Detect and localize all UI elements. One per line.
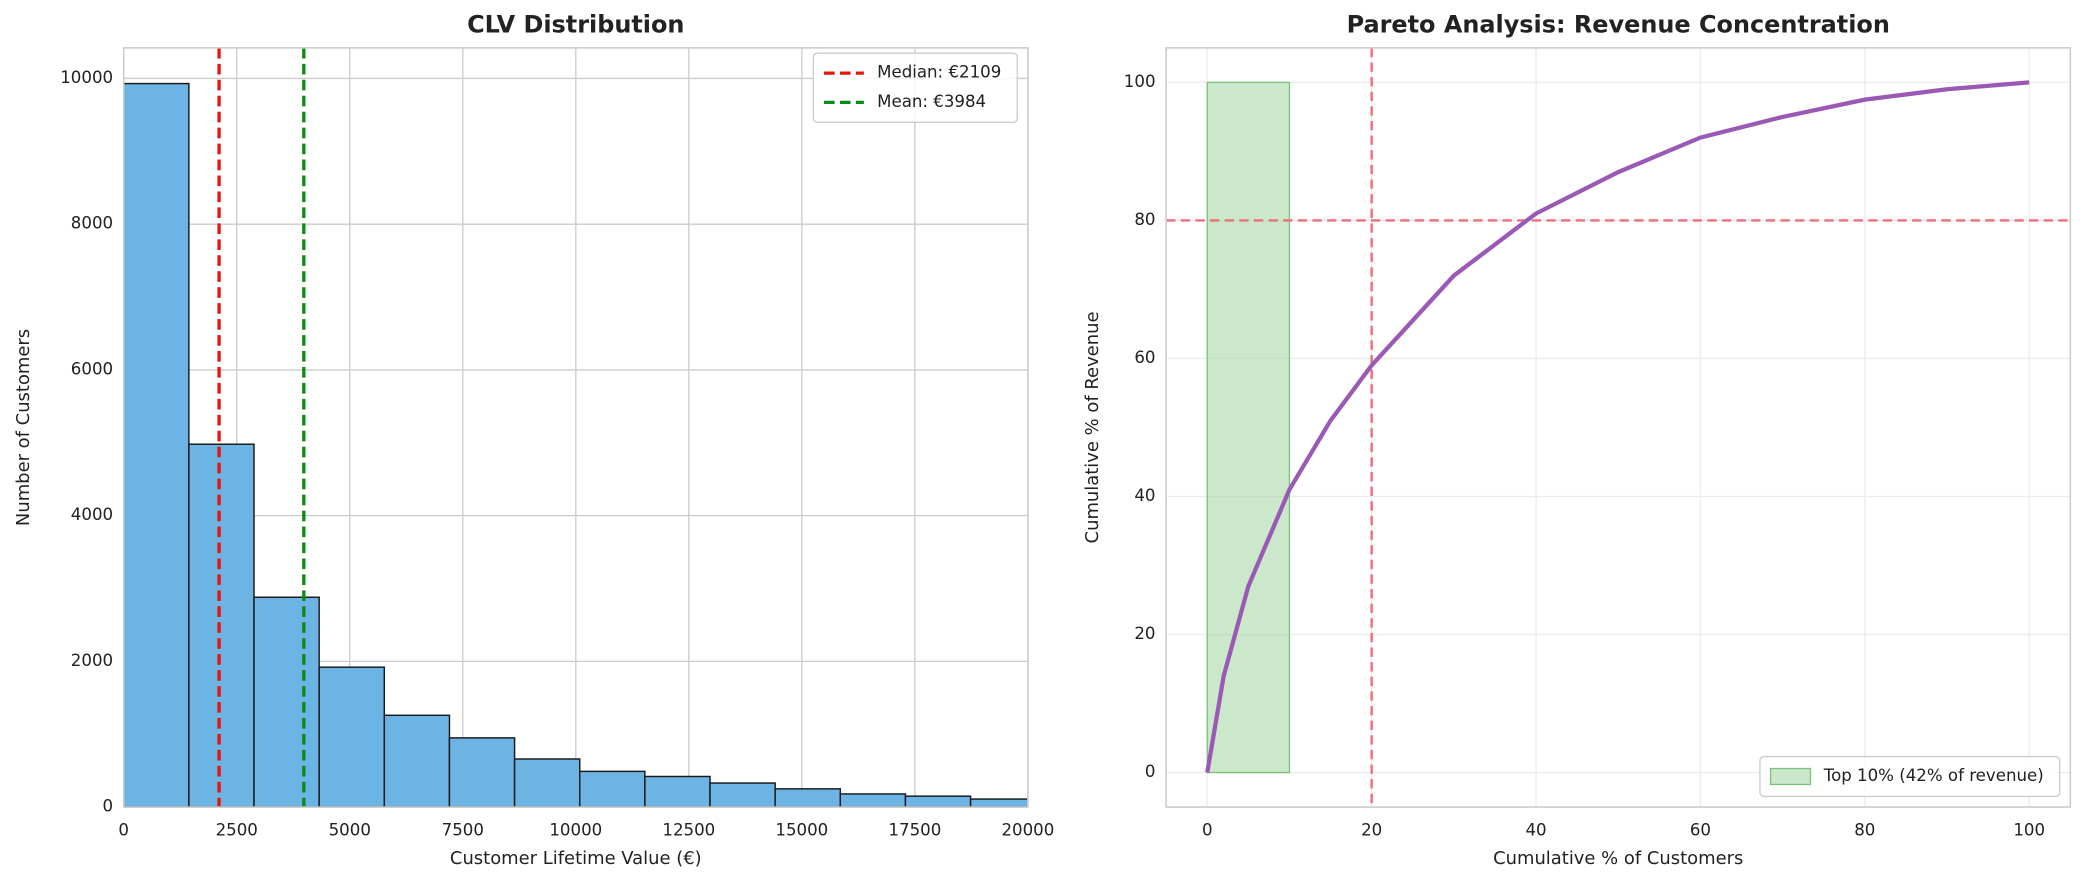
legend: Top 10% (42% of revenue) <box>1759 755 2061 798</box>
histogram-bar <box>774 788 842 808</box>
histogram-bar <box>448 737 516 808</box>
histogram-bar <box>709 782 776 808</box>
y-tick-label: 8000 <box>71 214 113 233</box>
y-tick-label: 60 <box>1134 348 1155 367</box>
histogram-bar <box>188 443 255 808</box>
y-tick-label: 6000 <box>71 359 113 378</box>
plot-content <box>1166 47 2071 808</box>
legend: Median: €2109 Mean: €3984 <box>812 52 1018 123</box>
x-tick-label: 0 <box>1202 821 1213 840</box>
histogram-bar <box>839 793 907 808</box>
legend-box <box>812 52 1018 123</box>
histogram-bar <box>123 82 190 808</box>
y-tick-label: 80 <box>1134 210 1155 229</box>
x-tick-label: 60 <box>1690 821 1711 840</box>
x-axis-label: Cumulative % of Customers <box>1493 848 1743 869</box>
x-tick-label: 2500 <box>216 821 258 840</box>
highlight-span <box>1206 81 1291 774</box>
plot-content <box>123 47 1028 808</box>
x-tick-label: 15000 <box>775 821 828 840</box>
y-tick-label: 0 <box>1145 762 1156 781</box>
x-tick-label: 0 <box>118 821 129 840</box>
axes-frame <box>1165 47 2072 808</box>
x-tick-label: 12500 <box>662 821 715 840</box>
x-tick-label: 10000 <box>549 821 602 840</box>
x-tick-label: 80 <box>1854 821 1875 840</box>
plot-area <box>1166 47 2071 808</box>
histogram-bar <box>904 795 972 808</box>
chart-title: CLV Distribution <box>467 10 684 38</box>
y-axis-label: Number of Customers <box>13 329 34 526</box>
y-tick-label: 10000 <box>60 68 113 87</box>
x-tick-label: 20 <box>1361 821 1382 840</box>
x-tick-label: 40 <box>1525 821 1546 840</box>
y-tick-label: 100 <box>1124 72 1156 91</box>
y-axis-label: Cumulative % of Revenue <box>1082 312 1103 544</box>
x-tick-label: 7500 <box>442 821 484 840</box>
chart-title: Pareto Analysis: Revenue Concentration <box>1347 10 1890 38</box>
pareto-curve <box>1205 80 2030 773</box>
x-tick-label: 20000 <box>1001 821 1054 840</box>
legend-swatch <box>1769 767 1812 786</box>
y-tick-label: 40 <box>1134 486 1155 505</box>
histogram-bar <box>579 770 646 808</box>
histogram-bar <box>513 758 581 808</box>
histogram-bar <box>253 596 320 808</box>
x-tick-label: 17500 <box>888 821 941 840</box>
x-tick-label: 5000 <box>329 821 371 840</box>
legend-label: Top 10% (42% of revenue) <box>1823 766 2044 785</box>
legend-label: Median: €2109 <box>877 63 1001 82</box>
histogram-bar <box>969 798 1028 808</box>
legend-box <box>1759 755 2061 798</box>
y-tick-label: 4000 <box>71 505 113 524</box>
axes-frame <box>122 47 1029 808</box>
y-tick-label: 0 <box>103 797 114 816</box>
x-axis-label: Customer Lifetime Value (€) <box>450 848 702 869</box>
histogram-bar <box>644 775 711 808</box>
histogram-bar <box>383 714 451 808</box>
y-tick-label: 2000 <box>71 651 113 670</box>
x-tick-label: 100 <box>2013 821 2045 840</box>
histogram-bar <box>318 666 386 808</box>
legend-label: Mean: €3984 <box>877 92 986 111</box>
y-tick-label: 20 <box>1134 624 1155 643</box>
